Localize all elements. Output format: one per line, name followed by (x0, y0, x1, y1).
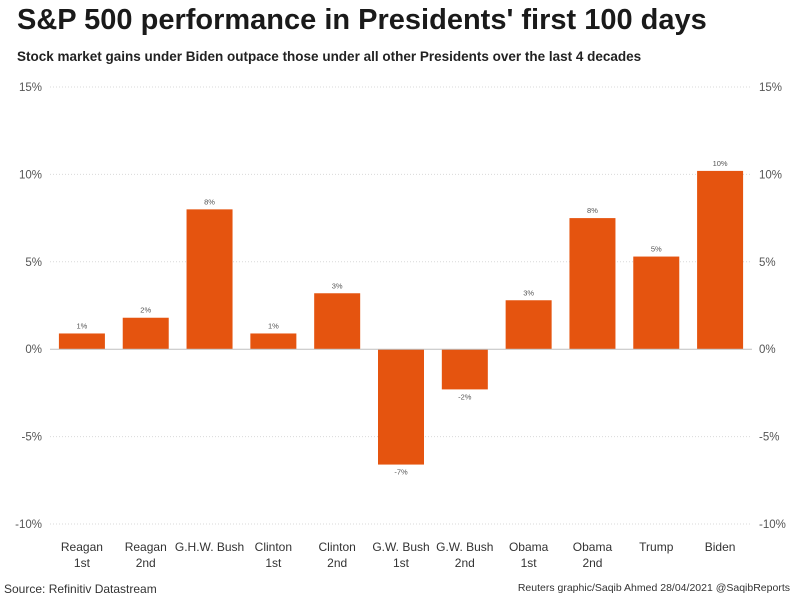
chart-subtitle: Stock market gains under Biden outpace t… (17, 49, 642, 64)
y-tick-label-right: 10% (759, 169, 782, 181)
data-label: 3% (332, 281, 343, 290)
chart-title: S&P 500 performance in Presidents' first… (17, 4, 707, 36)
x-category-label: 2nd (327, 556, 347, 570)
bar (441, 349, 488, 390)
x-category-label: G.H.W. Bush (175, 540, 244, 554)
x-category-label: 1st (265, 556, 282, 570)
bar (378, 349, 424, 465)
data-label: 8% (204, 197, 215, 206)
y-tick-label-left: 15% (19, 82, 42, 94)
x-category-label: Reagan (125, 540, 167, 554)
data-label: 1% (268, 321, 279, 330)
data-label: 3% (523, 288, 534, 297)
data-label: 1% (76, 321, 87, 330)
y-tick-label-left: -5% (22, 432, 42, 444)
data-label: -7% (394, 468, 408, 477)
y-tick-label-right: 5% (759, 257, 776, 269)
y-tick-label-right: 0% (759, 344, 776, 356)
x-category-label: G.W. Bush (372, 540, 429, 554)
bar (58, 333, 105, 350)
x-category-label: Obama (509, 540, 549, 554)
bar (122, 317, 169, 350)
y-tick-label-left: 5% (25, 257, 42, 269)
x-category-label: 2nd (136, 556, 156, 570)
y-tick-label-right: -10% (759, 519, 786, 531)
bar (186, 209, 233, 350)
x-category-label: Clinton (319, 540, 356, 554)
bar (505, 300, 552, 350)
x-category-label: 1st (74, 556, 91, 570)
x-category-label: Reagan (61, 540, 103, 554)
bar (633, 256, 680, 350)
data-label: 10% (713, 159, 728, 168)
credit-note: Reuters graphic/Saqib Ahmed 28/04/2021 @… (517, 582, 790, 594)
y-tick-label-left: 0% (25, 344, 42, 356)
data-label: 5% (651, 245, 662, 254)
y-tick-label-left: 10% (19, 169, 42, 181)
data-label: -2% (458, 392, 472, 401)
y-tick-label-right: 15% (759, 82, 782, 94)
x-category-label: Biden (705, 540, 736, 554)
x-category-label: Trump (639, 540, 674, 554)
x-category-label: 2nd (455, 556, 475, 570)
x-category-label: 1st (393, 556, 410, 570)
x-category-label: G.W. Bush (436, 540, 493, 554)
bar (314, 293, 361, 350)
x-category-label: 1st (521, 556, 538, 570)
bar (250, 333, 297, 350)
x-category-label: Clinton (255, 540, 292, 554)
y-tick-label-left: -10% (15, 519, 42, 531)
bar (569, 218, 616, 350)
data-label: 8% (587, 206, 598, 215)
source-note: Source: Refinitiv Datastream (4, 582, 157, 596)
x-category-label: Obama (573, 540, 613, 554)
y-tick-label-right: -5% (759, 432, 779, 444)
bar (697, 170, 744, 350)
data-label: 2% (140, 306, 151, 315)
x-category-label: 2nd (582, 556, 602, 570)
